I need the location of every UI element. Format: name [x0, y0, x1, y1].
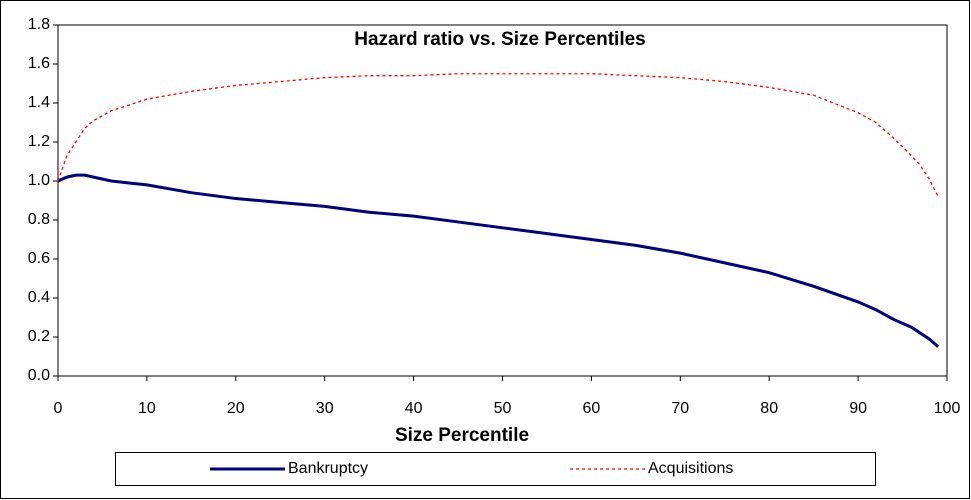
y-tick-label: 1.0 — [28, 172, 50, 189]
x-tick-label: 80 — [760, 400, 778, 417]
legend-label: Acquisitions — [648, 460, 733, 477]
series-line — [57, 173, 940, 348]
x-tick-label: 50 — [494, 400, 512, 417]
x-tick-label: 20 — [227, 400, 245, 417]
chart-title: Hazard ratio vs. Size Percentiles — [354, 29, 645, 50]
x-tick-label: 40 — [405, 400, 423, 417]
x-tick-label: 100 — [934, 400, 961, 417]
legend-box — [115, 452, 876, 486]
y-tick-label: 1.8 — [28, 16, 50, 33]
x-tick-label: 30 — [316, 400, 334, 417]
y-tick-label: 0.8 — [28, 211, 50, 228]
y-tick-label: 0.2 — [28, 328, 50, 345]
x-tick-label: 10 — [138, 400, 156, 417]
y-tick-label: 1.6 — [28, 55, 50, 72]
y-tick-label: 0.6 — [28, 250, 50, 267]
series-line — [57, 73, 939, 197]
y-tick-label: 0.0 — [28, 367, 50, 384]
x-tick-label: 90 — [849, 400, 867, 417]
y-tick-label: 1.2 — [28, 133, 50, 150]
x-axis-title: Size Percentile — [395, 425, 529, 446]
x-tick-label: 70 — [671, 400, 689, 417]
x-tick-label: 60 — [583, 400, 601, 417]
y-tick-label: 1.4 — [28, 94, 50, 111]
y-tick-label: 0.4 — [28, 289, 50, 306]
legend-label: Bankruptcy — [288, 460, 368, 477]
x-tick-label: 0 — [54, 400, 63, 417]
